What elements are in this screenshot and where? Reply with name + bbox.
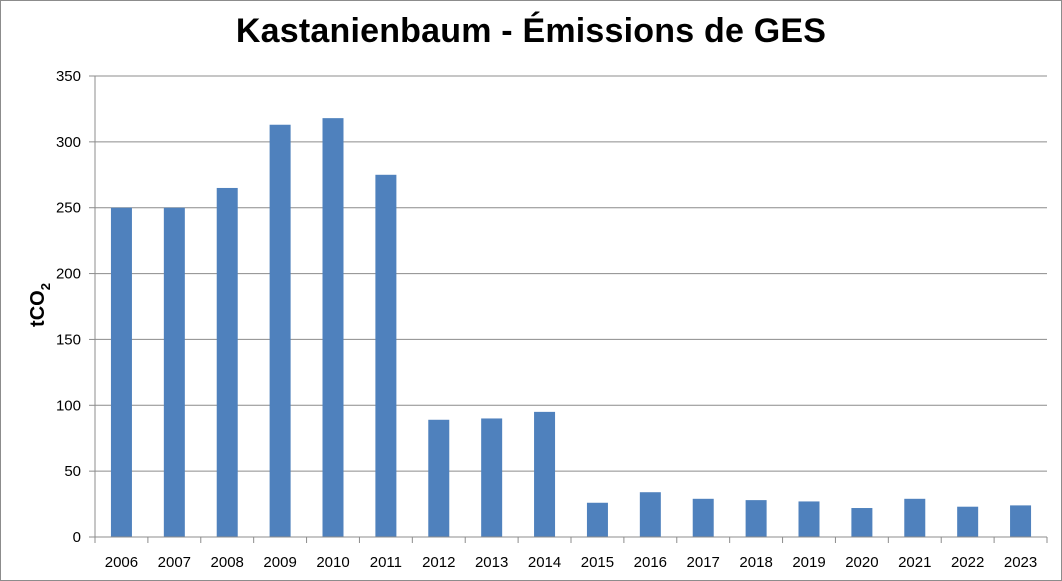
bar-2007 <box>163 207 185 537</box>
y-tick-label: 200 <box>56 266 81 283</box>
x-tick-label: 2013 <box>475 554 508 571</box>
x-tick-label: 2022 <box>951 554 984 571</box>
x-tick-label: 2015 <box>581 554 614 571</box>
bar-2021 <box>904 498 926 537</box>
x-tick-labels: 2006 2007 2008 2009 2010 2011 2012 2013 2014 2015… <box>105 554 1037 571</box>
x-tick-label: 2011 <box>370 554 402 571</box>
y-tick-label: 250 <box>56 200 81 217</box>
x-tick-label: 2016 <box>634 554 667 571</box>
bar-2014 <box>534 411 556 537</box>
bar-2016 <box>639 492 661 537</box>
bar-2015 <box>586 502 608 537</box>
x-tick-label: 2012 <box>422 554 455 571</box>
x-tick-label: 2019 <box>792 554 825 571</box>
bar-2008 <box>216 187 238 537</box>
bar-2023 <box>1010 505 1032 537</box>
y-axis-label-subscript: 2 <box>38 283 53 290</box>
bar-2017 <box>692 498 714 537</box>
axes <box>89 75 1048 543</box>
x-tick-label: 2008 <box>211 554 244 571</box>
y-tick-label: 350 <box>56 68 81 85</box>
bar-2010 <box>322 118 344 538</box>
bar-2011 <box>375 174 397 538</box>
y-tick-label: 0 <box>73 529 81 546</box>
x-tick-label: 2023 <box>1004 554 1037 571</box>
x-tick-label: 2017 <box>687 554 720 571</box>
y-axis-label-main: tCO <box>27 290 49 327</box>
bar-series <box>110 118 1032 538</box>
y-tick-label: 100 <box>56 397 81 414</box>
bar-2012 <box>428 419 450 537</box>
x-tick-label: 2007 <box>158 554 191 571</box>
x-tick-label: 2010 <box>316 554 349 571</box>
bar-2009 <box>269 124 291 537</box>
x-tick-label: 2021 <box>898 554 931 571</box>
y-tick-label: 300 <box>56 134 81 151</box>
x-tick-label: 2020 <box>845 554 878 571</box>
y-tick-label: 50 <box>64 463 81 480</box>
x-tick-label: 2018 <box>739 554 772 571</box>
x-tick-label: 2009 <box>263 554 296 571</box>
gridlines <box>95 75 1047 472</box>
x-tick-label: 2006 <box>105 554 138 571</box>
bar-2020 <box>851 508 873 537</box>
bar-2022 <box>957 506 979 537</box>
x-tick-label: 2014 <box>528 554 561 571</box>
y-tick-label: 150 <box>56 331 81 348</box>
y-tick-labels: 0 50 100 150 200 250 300 350 <box>56 68 81 546</box>
bar-2013 <box>481 418 503 537</box>
chart-title: Kastanienbaum - Émissions de GES <box>235 12 827 50</box>
bar-2018 <box>745 500 767 537</box>
y-axis-label: tCO2 <box>27 283 53 327</box>
bar-2019 <box>798 501 820 537</box>
bar-2006 <box>110 207 132 537</box>
